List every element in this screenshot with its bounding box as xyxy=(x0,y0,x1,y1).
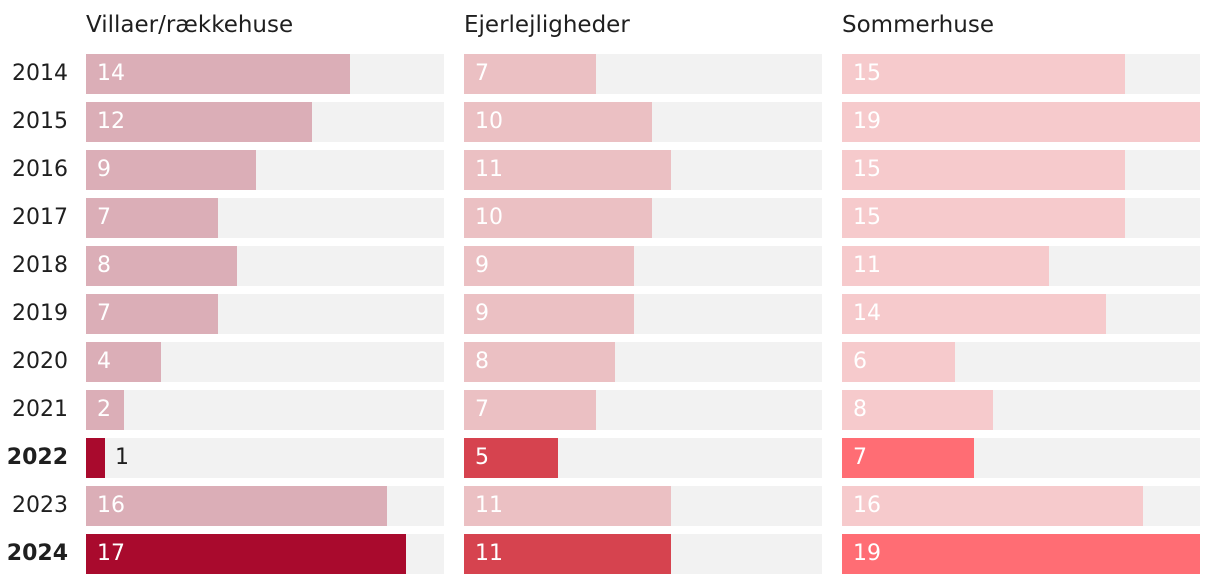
data-label: 12 xyxy=(97,109,125,134)
year-label: 2014 xyxy=(12,61,68,86)
bar xyxy=(464,102,652,142)
bar xyxy=(464,438,558,478)
data-label: 16 xyxy=(97,493,125,518)
data-label: 11 xyxy=(853,253,881,278)
data-label: 8 xyxy=(475,349,489,374)
data-label: 17 xyxy=(97,541,125,566)
panel-title: Sommerhuse xyxy=(842,12,994,38)
year-label: 2015 xyxy=(12,109,68,134)
bar xyxy=(842,294,1106,334)
bar xyxy=(86,390,124,430)
data-label: 9 xyxy=(475,301,489,326)
bar xyxy=(842,198,1125,238)
data-label: 14 xyxy=(853,301,881,326)
bar xyxy=(842,486,1143,526)
bar xyxy=(86,102,312,142)
data-label: 8 xyxy=(853,397,867,422)
bar xyxy=(86,486,387,526)
data-label: 9 xyxy=(475,253,489,278)
bar xyxy=(86,246,237,286)
bar xyxy=(842,150,1125,190)
panel-title: Villaer/rækkehuse xyxy=(86,12,294,38)
data-label: 15 xyxy=(853,61,881,86)
bar xyxy=(464,486,671,526)
bar xyxy=(86,534,406,574)
data-label: 7 xyxy=(853,445,867,470)
bar xyxy=(86,198,218,238)
data-label: 11 xyxy=(475,541,503,566)
bar xyxy=(464,390,596,430)
bar xyxy=(86,438,105,478)
data-label: 7 xyxy=(475,397,489,422)
bar xyxy=(86,150,256,190)
bar xyxy=(464,198,652,238)
bar-track xyxy=(86,438,444,478)
year-label: 2018 xyxy=(12,253,68,278)
data-label: 9 xyxy=(97,157,111,182)
data-label: 14 xyxy=(97,61,125,86)
bar xyxy=(86,342,161,382)
year-label: 2024 xyxy=(6,541,68,566)
bar xyxy=(464,294,634,334)
panel-title: Ejerlejligheder xyxy=(464,12,630,38)
bar xyxy=(86,54,350,94)
year-label: 2017 xyxy=(12,205,68,230)
bar xyxy=(464,246,634,286)
data-label: 4 xyxy=(97,349,111,374)
data-label: 1 xyxy=(115,445,129,470)
bar xyxy=(842,390,993,430)
bar xyxy=(86,294,218,334)
bar xyxy=(842,534,1200,574)
bar xyxy=(464,342,615,382)
data-label: 10 xyxy=(475,109,503,134)
year-label: 2022 xyxy=(6,445,68,470)
bar xyxy=(464,54,596,94)
year-label: 2021 xyxy=(12,397,68,422)
year-label: 2020 xyxy=(12,349,68,374)
bar xyxy=(842,54,1125,94)
data-label: 11 xyxy=(475,493,503,518)
bar xyxy=(464,150,671,190)
data-label: 6 xyxy=(853,349,867,374)
data-label: 8 xyxy=(97,253,111,278)
bar xyxy=(842,246,1049,286)
data-label: 10 xyxy=(475,205,503,230)
data-label: 19 xyxy=(853,109,881,134)
year-label: 2019 xyxy=(12,301,68,326)
year-label: 2016 xyxy=(12,157,68,182)
data-label: 19 xyxy=(853,541,881,566)
bar-track xyxy=(86,390,444,430)
data-label: 5 xyxy=(475,445,489,470)
data-label: 16 xyxy=(853,493,881,518)
data-label: 15 xyxy=(853,157,881,182)
data-label: 15 xyxy=(853,205,881,230)
bar xyxy=(464,534,671,574)
year-label: 2023 xyxy=(12,493,68,518)
data-label: 11 xyxy=(475,157,503,182)
data-label: 2 xyxy=(97,397,111,422)
bar xyxy=(842,342,955,382)
data-label: 7 xyxy=(475,61,489,86)
data-label: 7 xyxy=(97,301,111,326)
bar xyxy=(842,102,1200,142)
data-label: 7 xyxy=(97,205,111,230)
bar xyxy=(842,438,974,478)
